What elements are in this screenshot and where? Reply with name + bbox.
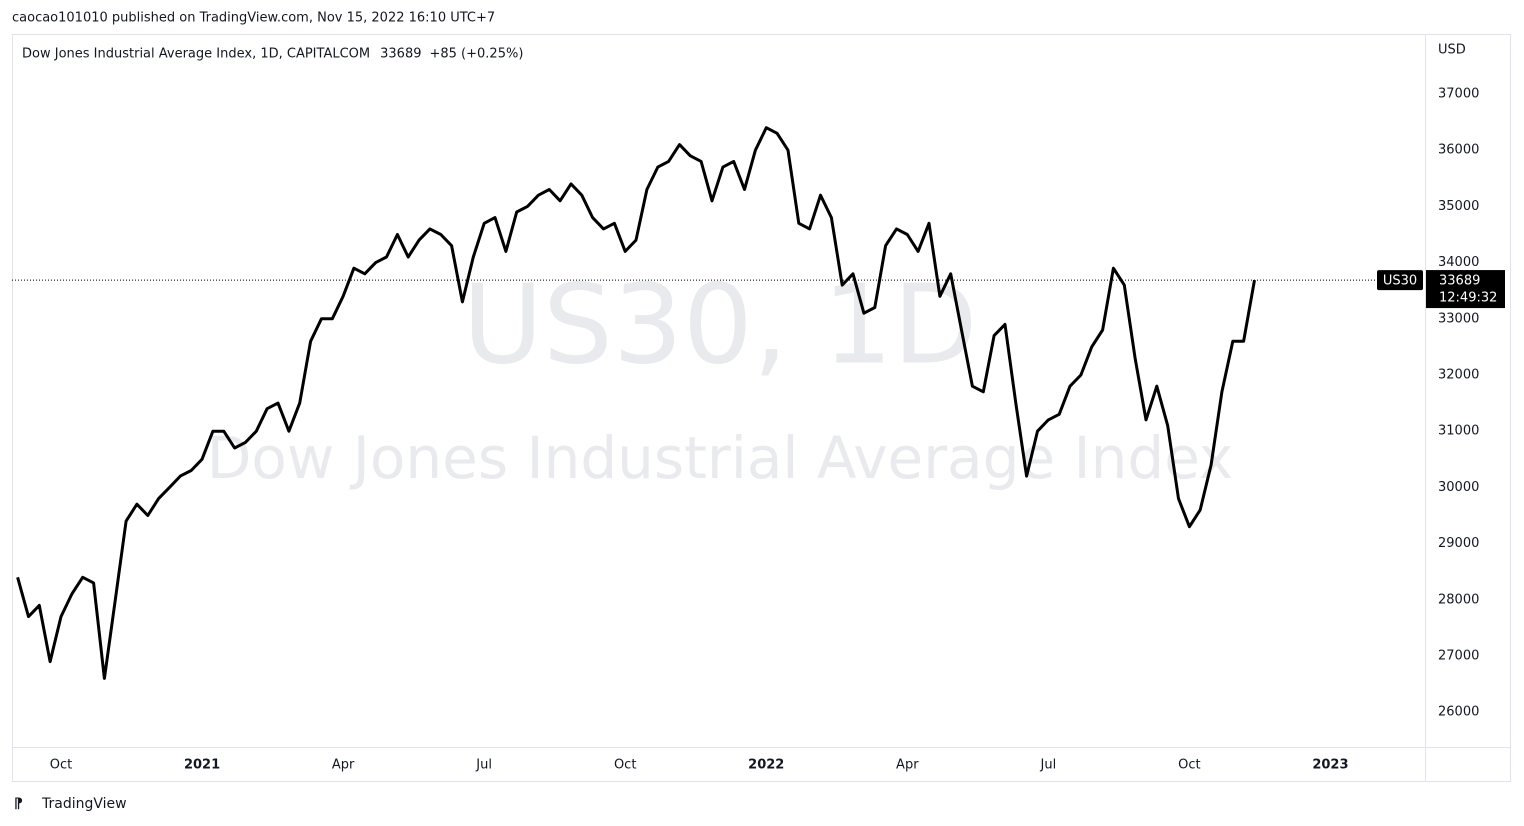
price-line [16,126,1256,680]
price-tag [1426,270,1505,309]
legend-change: +85 (+0.25%) [429,47,523,62]
y-unit: USD [1438,43,1466,58]
x-tick-label: Oct [50,758,72,773]
y-tick-label: 36000 [1438,143,1479,158]
x-tick-label: Jul [475,758,492,773]
y-tick-label: 27000 [1438,648,1479,663]
x-tick-label: Jul [1040,758,1057,773]
symbol-tag-label: US30 [1383,274,1417,289]
y-tick-label: 30000 [1438,480,1479,495]
price-tag-value: 33689 [1439,274,1480,289]
x-tick-label: 2022 [748,758,784,773]
symbol-tag [1377,270,1423,291]
y-tick-label: 28000 [1438,592,1479,607]
y-tick-label: 26000 [1438,705,1479,720]
frame [12,34,1511,782]
brand-logo: ⁋ [14,796,23,812]
watermark-subtitle: Dow Jones Industrial Average Index [207,424,1233,492]
watermark: US30, 1D [463,260,978,388]
y-tick-label: 32000 [1438,367,1479,382]
price-tag-countdown: 12:49:32 [1439,291,1497,306]
legend-value: 33689 [380,47,421,62]
x-tick-label: Apr [896,758,919,773]
x-tick-label: Oct [614,758,636,773]
y-tick-label: 35000 [1438,199,1479,214]
y-tick-label: 29000 [1438,536,1479,551]
y-tick-label: 34000 [1438,255,1479,270]
y-tick-label: 31000 [1438,424,1479,439]
y-tick-label: 37000 [1438,87,1479,102]
x-tick-label: 2021 [184,758,220,773]
x-tick-label: Oct [1178,758,1200,773]
y-tick-label: 33000 [1438,311,1479,326]
legend-title: Dow Jones Industrial Average Index, 1D, … [22,47,370,62]
x-tick-label: Apr [332,758,355,773]
brand: TradingView [41,796,127,812]
byline: caocao101010 published on TradingView.co… [12,11,495,26]
x-tick-label: 2023 [1312,758,1348,773]
